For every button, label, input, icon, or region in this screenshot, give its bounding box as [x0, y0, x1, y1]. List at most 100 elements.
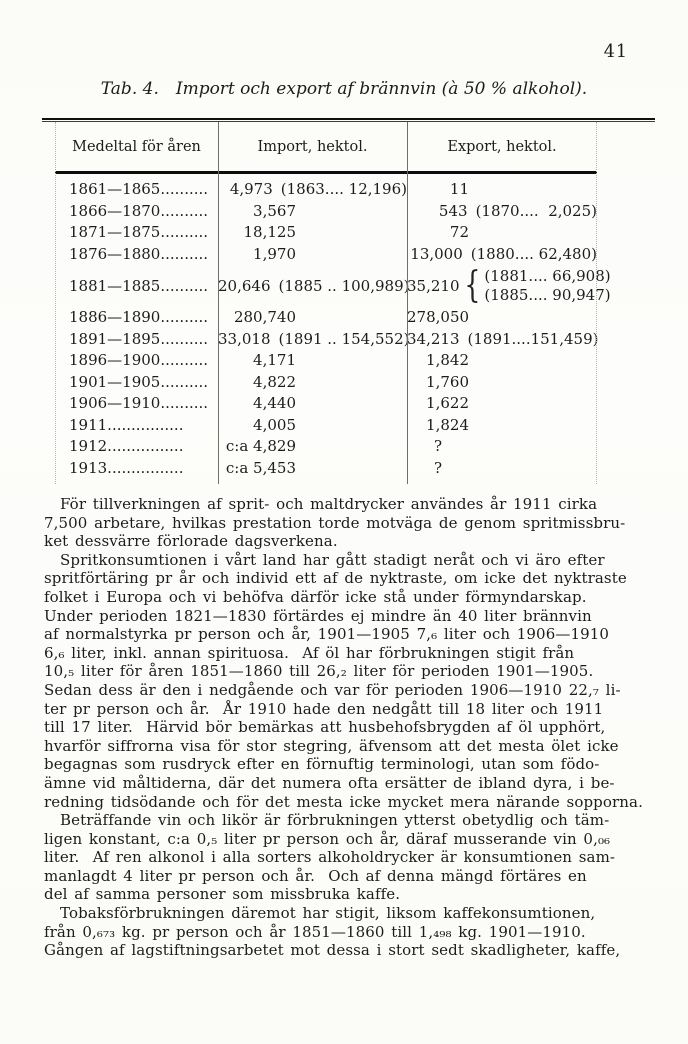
- import-cell: 1,970: [218, 245, 407, 263]
- table-row: 1871—1875.......... 18,125 72: [55, 222, 597, 244]
- export-brace-lines: (1881.... 66,908) (1885.... 90,947): [484, 267, 610, 304]
- import-export-table: Medeltal för åren Import, hektol. Export…: [42, 118, 655, 484]
- table-title-label: Tab. 4.: [100, 79, 159, 99]
- table-top-rule: [42, 118, 655, 122]
- import-note: (1891 .. 154,552): [278, 329, 410, 348]
- import-cell: c:a 5,453: [218, 459, 407, 477]
- table-title-text: Import och export af brännvin (à 50 % al…: [175, 79, 588, 99]
- export-cell: 1,622: [407, 394, 597, 412]
- table-row: 1891—1895.......... 33,018 (1891 .. 154,5…: [55, 328, 599, 350]
- export-value: 34,213: [407, 329, 460, 348]
- export-cell: 543 (1870.... 2,025): [407, 202, 597, 220]
- year-cell: 1866—1870..........: [69, 201, 209, 220]
- import-value: c:a 4,829: [225, 437, 296, 456]
- import-cell: 4,171: [218, 351, 407, 369]
- body-text: För tillverkningen af sprit- och maltdry…: [44, 495, 658, 960]
- export-cell: 13,000 (1880.... 62,480): [407, 245, 597, 263]
- export-value: ?: [433, 437, 443, 456]
- table-title: Tab. 4. Import och export af brännvin (à …: [0, 79, 688, 99]
- import-cell: 4,973 (1863.... 12,196): [218, 180, 407, 198]
- export-note: (1891....151,459): [467, 329, 599, 348]
- export-value: 1,760: [426, 372, 469, 391]
- import-value: 280,740: [233, 308, 296, 327]
- export-value: 1,842: [426, 351, 469, 370]
- export-cell: 1,824: [407, 416, 597, 434]
- export-cell: 1,760: [407, 373, 597, 391]
- table-body: 1861—1865.......... 4,973 (1863.... 12,19…: [55, 174, 611, 484]
- table-row: 1866—1870.......... 3,567 543 (1870.... 2…: [55, 200, 597, 222]
- import-note: (1863.... 12,196): [280, 180, 407, 199]
- paragraph: Spritkonsumtionen i vårt land har gått s…: [44, 550, 643, 811]
- export-cell: 278,050: [407, 308, 597, 326]
- header-cell-import: Import, hektol.: [257, 138, 368, 155]
- export-value: 278,050: [407, 308, 470, 327]
- import-cell: 280,740: [218, 308, 407, 326]
- year-cell: 1906—1910..........: [69, 394, 209, 413]
- table-row: 1901—1905.......... 4,822 1,760: [55, 371, 597, 393]
- import-value: 4,171: [253, 351, 296, 370]
- table-row: 1913................ c:a 5,453 ?: [55, 457, 597, 479]
- year-cell: 1896—1900..........: [69, 351, 209, 370]
- table-row: 1912................ c:a 4,829 ?: [55, 436, 597, 458]
- export-value: 35,210: [407, 276, 460, 295]
- export-brace-line: (1881.... 66,908): [484, 267, 611, 285]
- export-value: 1,824: [426, 415, 469, 434]
- import-cell: 3,567: [218, 202, 407, 220]
- page-number: 41: [603, 42, 628, 62]
- year-cell: 1901—1905..........: [69, 372, 209, 391]
- export-value: 1,622: [426, 394, 469, 413]
- export-cell: 72: [407, 223, 597, 241]
- table-row: 1911................ 4,005 1,824: [55, 414, 597, 436]
- year-cell: 1861—1865..........: [69, 180, 209, 199]
- export-cell: ?: [407, 437, 597, 455]
- export-value: 11: [449, 180, 469, 199]
- export-cell: 11: [407, 180, 597, 198]
- import-cell: 20,646 (1885 .. 100,989): [218, 276, 410, 295]
- year-cell: 1881—1885..........: [69, 276, 209, 295]
- paragraph: Tobaksförbrukningen däremot har stigit, …: [44, 904, 621, 960]
- export-cell: 1,842: [407, 351, 597, 369]
- year-cell: 1891—1895..........: [69, 329, 209, 348]
- year-cell: 1886—1890..........: [69, 308, 209, 327]
- table-row: 1876—1880.......... 1,970 13,000 (1880...…: [55, 243, 597, 265]
- table-right-border: [596, 122, 597, 484]
- column-divider: [407, 122, 408, 484]
- brace-glyph: {: [463, 264, 480, 306]
- table-row: 1906—1910.......... 4,440 1,622: [55, 393, 597, 415]
- import-value: 4,973: [229, 180, 273, 199]
- header-cell-export: Export, hektol.: [447, 138, 557, 155]
- import-value: 33,018: [218, 329, 271, 348]
- year-cell: 1913................: [69, 458, 184, 477]
- import-cell: c:a 4,829: [218, 437, 407, 455]
- import-value: 1,970: [253, 244, 296, 263]
- export-note: (1870.... 2,025): [475, 201, 597, 220]
- import-cell: 33,018 (1891 .. 154,552): [218, 329, 410, 348]
- import-value: 3,567: [253, 201, 296, 220]
- export-note: (1880.... 62,480): [470, 244, 597, 263]
- table-row: 1861—1865.......... 4,973 (1863.... 12,19…: [55, 179, 597, 201]
- export-brace-line: (1885.... 90,947): [484, 285, 611, 304]
- table-header-row: Medeltal för åren Import, hektol. Export…: [55, 122, 597, 171]
- import-cell: 18,125: [218, 223, 407, 241]
- import-value: 4,005: [253, 415, 296, 434]
- header-cell-years: Medeltal för åren: [72, 138, 201, 155]
- export-cell: 35,210{(1881.... 66,908) (1885.... 90,947…: [407, 264, 611, 306]
- import-value: 20,646: [218, 276, 271, 295]
- import-value: 18,125: [243, 223, 297, 242]
- year-cell: 1911................: [69, 415, 184, 434]
- import-cell: 4,440: [218, 394, 407, 412]
- year-cell: 1871—1875..........: [69, 223, 209, 242]
- export-cell: ?: [407, 459, 597, 477]
- table-row: 1881—1885.......... 20,646 (1885 .. 100,9…: [55, 264, 611, 307]
- import-note: (1885 .. 100,989): [278, 276, 410, 295]
- export-value: 13,000: [410, 244, 463, 263]
- paragraph: Beträffande vin och likör är förbrukning…: [44, 811, 616, 904]
- import-cell: 4,005: [218, 416, 407, 434]
- paragraph: För tillverkningen af sprit- och maltdry…: [44, 495, 626, 551]
- year-cell: 1876—1880..........: [69, 244, 209, 263]
- export-value: 72: [449, 223, 469, 242]
- import-cell: 4,822: [218, 373, 407, 391]
- column-divider: [218, 122, 219, 484]
- import-value: 4,822: [253, 372, 296, 391]
